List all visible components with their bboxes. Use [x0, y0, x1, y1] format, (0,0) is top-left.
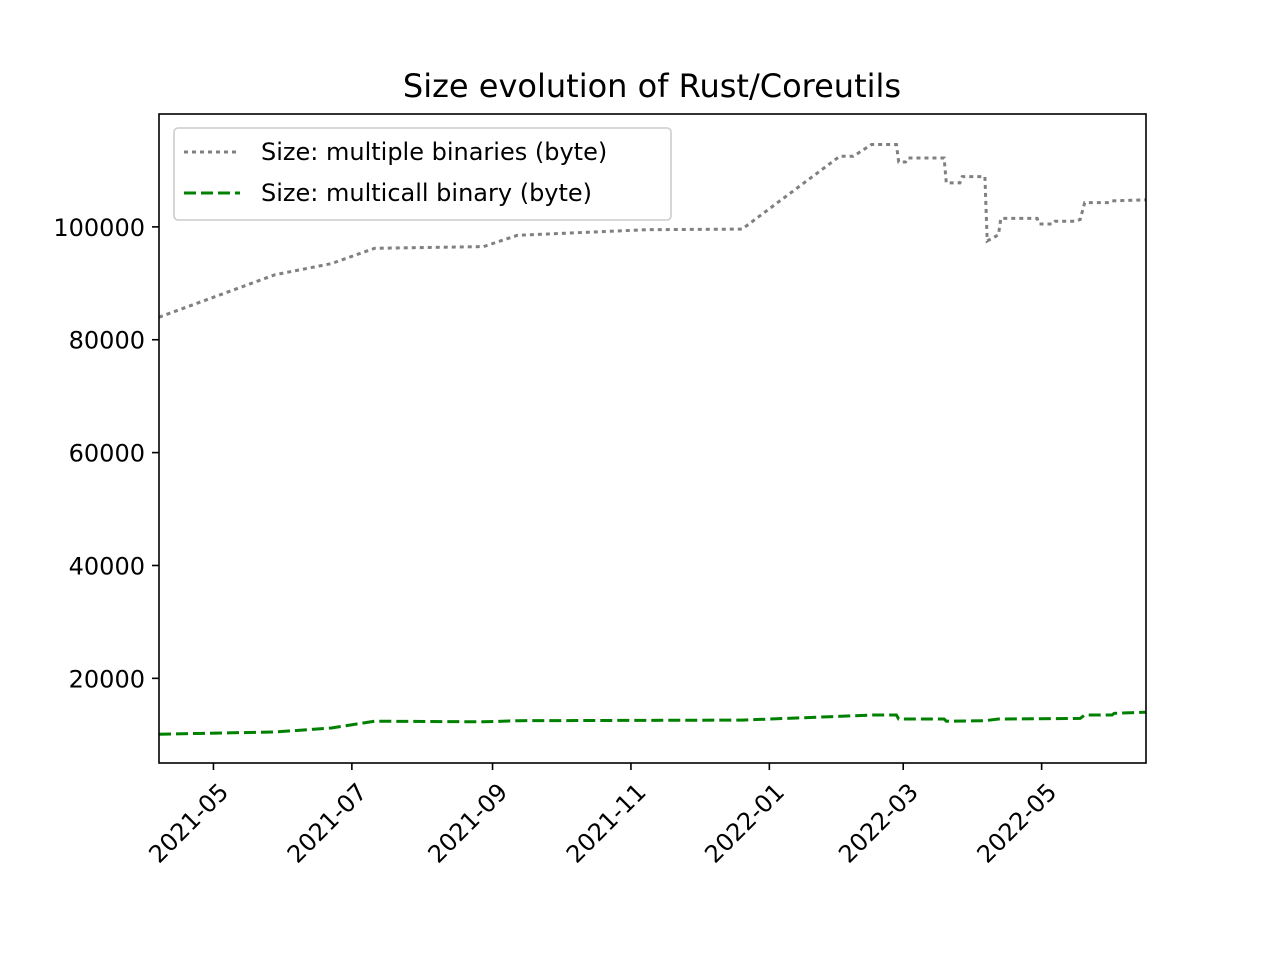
x-tick-label: 2021-09	[423, 778, 514, 869]
x-tick-label: 2022-05	[972, 778, 1063, 869]
plot-lines	[158, 143, 1147, 736]
y-tick-label: 20000	[69, 665, 145, 693]
x-tick-label: 2022-01	[699, 778, 790, 869]
y-tick-label: 100000	[53, 214, 145, 242]
series-line-2	[158, 710, 1147, 736]
legend-label: Size: multicall binary (byte)	[261, 179, 592, 207]
y-tick-label: 80000	[69, 327, 145, 355]
chart-title: Size evolution of Rust/Coreutils	[403, 67, 901, 105]
x-tick-label: 2021-11	[561, 778, 652, 869]
legend-box	[173, 127, 672, 221]
x-tick-label: 2021-07	[282, 778, 373, 869]
legend-label: Size: multiple binaries (byte)	[261, 138, 607, 166]
y-tick-label: 40000	[69, 552, 145, 580]
x-tick-label: 2021-05	[143, 778, 234, 869]
x-tick-label: 2022-03	[833, 778, 924, 869]
y-axis: 20000 40000 60000 80000 100000	[53, 214, 159, 693]
plot-frame	[158, 113, 1147, 764]
legend: Size: multiple binaries (byte) Size: mult…	[173, 127, 672, 221]
y-tick-label: 60000	[69, 440, 145, 468]
x-axis: 2021-05 2021-07 2021-09 2021-11 2022-01 2022-…	[143, 763, 1062, 869]
